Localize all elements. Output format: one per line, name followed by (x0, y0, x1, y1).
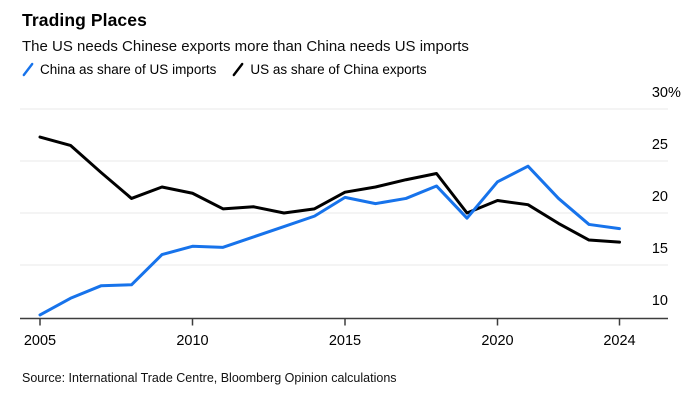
black-slash-icon (232, 62, 244, 77)
series-line-us-as-share-of-china-exports (38, 135, 621, 244)
series-line-china-as-share-of-us-imports (38, 164, 621, 317)
x-tick-label: 2020 (481, 333, 514, 349)
y-tick-label: 15 (651, 241, 668, 257)
source-note: Source: International Trade Centre, Bloo… (22, 371, 397, 385)
legend-item-us-share: US as share of China exports (232, 62, 427, 77)
y-tick-label: 25 (651, 137, 668, 153)
plot-canvas (20, 108, 668, 326)
x-tick-label: 2015 (328, 333, 362, 349)
x-tick-label: 2024 (603, 333, 636, 349)
chart-legend: China as share of US imports US as share… (22, 62, 427, 77)
chart-title: Trading Places (22, 10, 147, 30)
legend-label: China as share of US imports (40, 62, 217, 77)
x-tick-label: 2005 (23, 333, 57, 349)
y-tick-label: 10 (651, 293, 668, 309)
blue-slash-icon (22, 62, 34, 77)
line-chart: 30% 25 20 15 10 2005 2010 2015 2020 2024 (0, 85, 696, 360)
x-tick-label: 2010 (176, 333, 209, 349)
y-tick-label: 30% (651, 85, 681, 101)
legend-item-china-share: China as share of US imports (22, 62, 216, 77)
legend-label: US as share of China exports (250, 62, 427, 77)
chart-subtitle: The US needs Chinese exports more than C… (22, 38, 469, 55)
y-tick-label: 20 (651, 189, 668, 205)
